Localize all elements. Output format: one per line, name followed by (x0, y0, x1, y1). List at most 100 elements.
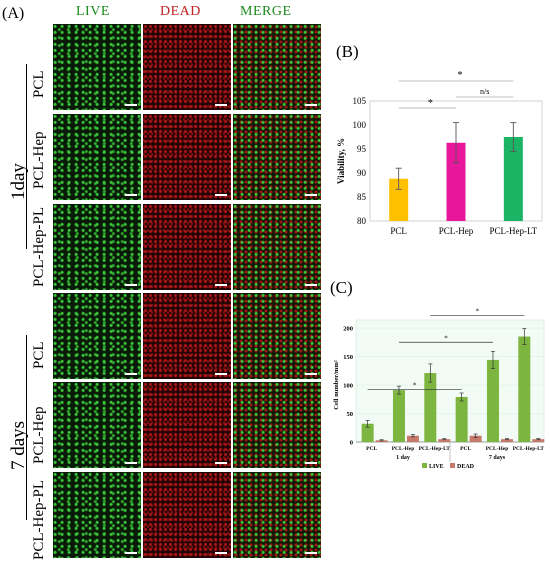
y-tick-label: 150 (343, 354, 353, 361)
legend-swatch (450, 463, 455, 468)
x-tick-label: PCL-Hep (439, 226, 474, 236)
bar-dead (500, 439, 513, 442)
column-header-live: LIVE (76, 4, 110, 19)
column-header-dead: DEAD (160, 4, 201, 19)
dead-micrograph (143, 293, 231, 379)
dead-micrograph (143, 24, 231, 110)
bar-live (486, 359, 499, 442)
y-tick-label: 90 (357, 168, 367, 178)
sig-label: * (458, 70, 463, 81)
merge-micrograph (233, 24, 321, 110)
bar-live (392, 390, 405, 442)
merge-micrograph (233, 204, 321, 290)
x-tick-label: PCL (390, 226, 407, 236)
legend-label: LIVE (429, 464, 444, 470)
y-tick-label: 80 (357, 216, 367, 226)
y-tick-label: 95 (357, 144, 367, 154)
scale-bar (125, 284, 137, 286)
sig-label: * (476, 307, 480, 315)
x-tick-label: PCL-Hep-LT (489, 226, 537, 236)
bar-dead (406, 435, 419, 442)
merge-micrograph (233, 293, 321, 379)
legend-label: DEAD (457, 464, 475, 470)
scale-bar (305, 194, 317, 196)
x-tick-label: PCL-Hep (392, 446, 415, 452)
bar-dead (532, 439, 545, 442)
scale-bar (215, 552, 227, 554)
y-tick-label: 85 (357, 192, 367, 202)
bar (503, 137, 523, 221)
bar-live (424, 373, 437, 442)
y-tick-label: 50 (347, 411, 354, 418)
bar (389, 178, 409, 221)
scale-bar (125, 194, 137, 196)
row-label: PCL-Hep-PL (31, 207, 47, 287)
group-label: 1 day (396, 455, 410, 461)
y-tick-label: 100 (343, 383, 353, 390)
dead-micrograph (143, 472, 231, 558)
cell-number-chart: 0 50 100 150 200 Cell number/mm² PCL PCL-Hep PCL… (333, 307, 545, 470)
y-tick-label: 100 (353, 120, 367, 130)
scale-bar (305, 373, 317, 375)
scale-bar (125, 104, 137, 106)
panel-a-label: (A) (2, 5, 25, 22)
scale-bar (125, 462, 137, 464)
row-label: PCL (31, 341, 47, 369)
x-tick-label: PCL-Hep-LT (513, 446, 545, 452)
live-micrograph (53, 382, 141, 468)
group-bracket-7days (26, 335, 27, 520)
group-label: 7 days (489, 455, 506, 461)
live-micrograph (53, 114, 141, 200)
bar-live (361, 423, 374, 442)
scale-bar (125, 552, 137, 554)
y-tick-label: 0 (350, 440, 353, 447)
plot-background (355, 319, 545, 443)
scale-bar (305, 552, 317, 554)
scale-bar (215, 104, 227, 106)
scale-bar (305, 284, 317, 286)
live-micrograph (53, 24, 141, 110)
dead-micrograph (143, 382, 231, 468)
dead-micrograph (143, 114, 231, 200)
viability-chart: 80 85 90 95 100 105 Viability, % PCL PCL-Hep PCL-… (336, 70, 543, 236)
scale-bar (215, 284, 227, 286)
column-header-merge: MERGE (240, 4, 292, 19)
bar-dead (438, 439, 451, 442)
merge-micrograph (233, 114, 321, 200)
x-tick-label: PCL (366, 446, 377, 452)
panel-b-label: (B) (336, 42, 359, 61)
group-bracket-1day (26, 64, 27, 249)
bar (446, 142, 466, 221)
live-micrograph (53, 293, 141, 379)
scale-bar (215, 194, 227, 196)
scale-bar (305, 462, 317, 464)
y-axis-label: Cell number/mm² (333, 360, 340, 409)
scale-bar (215, 462, 227, 464)
scale-bar (215, 373, 227, 375)
sig-label: * (444, 334, 448, 342)
bar-live (455, 396, 468, 442)
panel-c-label: (C) (330, 278, 353, 297)
live-micrograph (53, 472, 141, 558)
sig-label: * (428, 98, 433, 109)
x-tick-label: PCL-Hep-LT (419, 446, 451, 452)
bar-dead (469, 435, 482, 442)
scale-bar (305, 104, 317, 106)
live-micrograph (53, 204, 141, 290)
merge-micrograph (233, 382, 321, 468)
row-label: PCL (31, 70, 47, 98)
x-tick-label: PCL (460, 446, 471, 452)
y-axis-label: Viability, % (336, 138, 346, 184)
merge-micrograph (233, 472, 321, 558)
sig-label: * (413, 382, 417, 390)
x-tick-label: PCL-Hep (486, 446, 509, 452)
row-label: PCL-Hep-PL (31, 480, 47, 560)
dead-micrograph (143, 204, 231, 290)
legend-swatch (422, 463, 427, 468)
y-tick-label: 200 (343, 326, 353, 333)
row-label: PCL-Hep (31, 131, 47, 190)
row-label: PCL-Hep (31, 406, 47, 465)
y-tick-label: 105 (353, 96, 367, 106)
panel-a: (A) LIVE DEAD MERGE 1day 7 days PCL PCL-… (2, 4, 321, 560)
scale-bar (125, 373, 137, 375)
